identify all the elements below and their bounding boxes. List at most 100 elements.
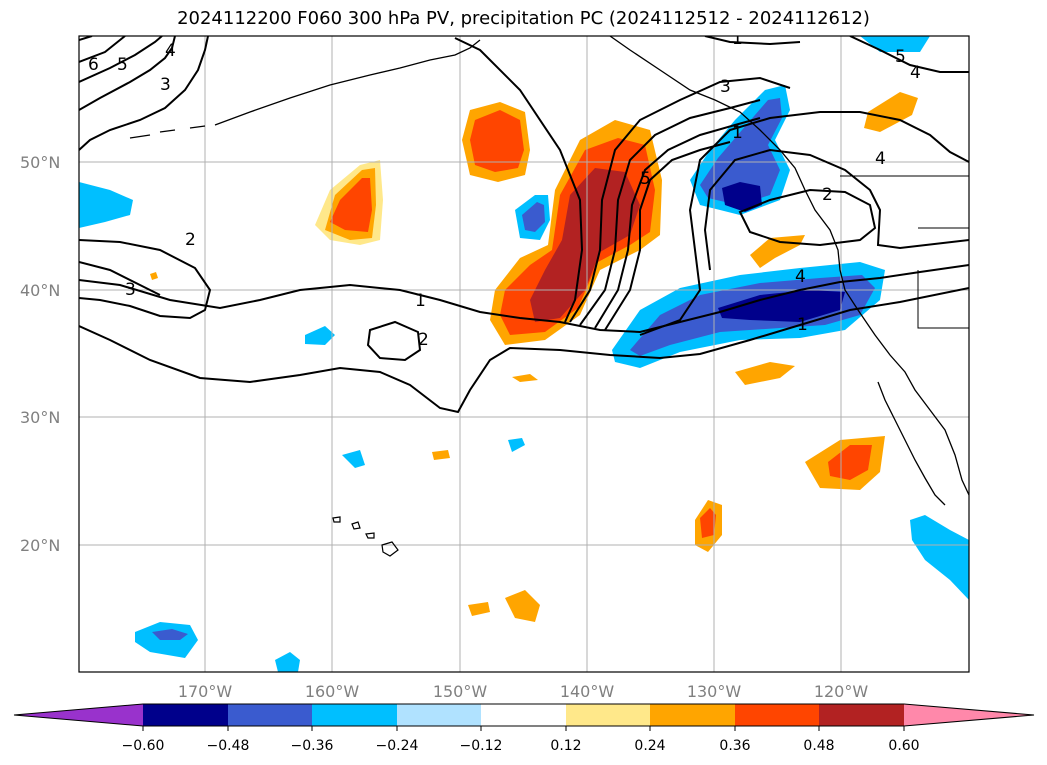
colorbar-ticks (142, 726, 905, 731)
contour-label: 4 (875, 149, 886, 169)
hawaii-maui (365, 532, 375, 539)
lon-tick-label: 120°W (814, 682, 869, 701)
precip-blob-neg-west (79, 182, 133, 228)
coast-alaska (214, 36, 806, 191)
pv-contour-3b (79, 36, 209, 151)
pv-contour-3 (79, 36, 176, 111)
colorbar-tick-label: −0.24 (376, 738, 419, 754)
precip-blob-pos-130w-south-inner (700, 508, 716, 538)
coast-baja (877, 381, 946, 506)
precip-blob-pos-140w-core (530, 168, 640, 322)
pv-contour-trough (639, 111, 969, 336)
contour-label: 4 (910, 63, 921, 83)
contour-label: 5 (895, 47, 906, 67)
contour-label: 2 (418, 330, 429, 350)
contour-label: 1 (797, 315, 808, 335)
border-state (917, 227, 969, 329)
colorbar-extension-low (14, 704, 143, 726)
pv-contour-5 (79, 36, 126, 63)
pv-contour-1 (79, 264, 969, 334)
colorbar-segment (819, 704, 904, 726)
colorbar-segment (228, 704, 312, 726)
colorbar-segment (735, 704, 819, 726)
pv-contour-top (704, 36, 801, 46)
pv-contours (79, 36, 969, 414)
precip-blob-pos-145w (512, 374, 538, 382)
contour-label: 1 (415, 291, 426, 311)
colorbar-tick-label: 0.36 (719, 738, 750, 754)
colorbar-segment (481, 704, 566, 726)
lon-tick-label: 170°W (178, 682, 233, 701)
colorbar-tick-label: 0.12 (550, 738, 581, 754)
precip-blob-pos-120w-inner (828, 445, 872, 480)
lon-tick-label: 140°W (560, 682, 615, 701)
lat-tick-label: 20°N (20, 536, 60, 555)
colorbar-tick-label: 0.60 (888, 738, 919, 754)
precip-blob-pos-150w-inner (470, 110, 524, 172)
contour-label: 3 (125, 280, 136, 300)
colorbar: −0.60 −0.48 −0.36 −0.24 −0.12 0.12 0.24 … (13, 703, 1035, 754)
precip-blob-neg-band-core (718, 290, 845, 322)
lat-tick-label: 30°N (20, 408, 60, 427)
pv-contour-ne (849, 36, 969, 73)
contour-labels: 6 5 4 3 2 3 1 2 5 3 1 4 2 1 5 4 4 1 (88, 29, 921, 350)
lat-tick-label: 50°N (20, 153, 60, 172)
colorbar-tick-label: −0.48 (207, 738, 250, 754)
pv-contour-ridge3 (579, 99, 761, 326)
contour-label: 6 (88, 55, 99, 75)
plot-frame (78, 35, 970, 673)
colorbar-tick-label: 0.24 (634, 738, 665, 754)
precip-blob-pos-tiny-west (150, 272, 158, 280)
precip-blob-neg-sw2 (275, 652, 300, 672)
hawaii-kauai (332, 516, 341, 523)
contour-label: 3 (720, 77, 731, 97)
pv-contour-3c (79, 261, 161, 296)
precip-blob-pos-145w-south (505, 590, 540, 622)
precip-blob-neg-145w-inner (522, 202, 545, 232)
colorbar-segment (397, 704, 481, 726)
precip-blob-pos-160w-inner (330, 178, 372, 232)
contour-label: 4 (165, 41, 176, 61)
colorbar-extension-high (904, 704, 1034, 726)
colorbar-tick-labels: −0.60 −0.48 −0.36 −0.24 −0.12 0.12 0.24 … (122, 738, 920, 754)
lon-tick-label: 150°W (433, 682, 488, 701)
map-title: 2024112200 F060 300 hPa PV, precipitatio… (177, 8, 870, 29)
gridlines (79, 36, 969, 672)
precip-blob-neg-130w-north-core (722, 182, 762, 212)
lon-axis: 170°W 160°W 150°W 140°W 130°W 120°W (178, 682, 869, 701)
lon-tick-label: 130°W (687, 682, 742, 701)
colorbar-segment (312, 704, 397, 726)
colorbar-segment (650, 704, 735, 726)
pv-contour-6 (79, 36, 93, 41)
coast-north-america (804, 189, 969, 496)
precip-blob-neg-162w (305, 326, 335, 345)
lat-axis: 50°N 40°N 30°N 20°N (20, 153, 60, 555)
lat-tick-label: 40°N (20, 281, 60, 300)
precip-blob-neg-se (910, 515, 969, 600)
contour-label: 3 (160, 75, 171, 95)
colorbar-tick-label: −0.12 (460, 738, 503, 754)
contour-label: 1 (732, 29, 743, 49)
precip-blob-pos-148w (468, 602, 490, 616)
pv-contour-trough2 (703, 148, 969, 271)
hawaii-oahu (351, 521, 361, 530)
colorbar-tick-label: 0.48 (803, 738, 834, 754)
pv-contour-2c (738, 188, 877, 247)
precip-blob-pos-ne (864, 92, 918, 132)
colorbar-segment (566, 704, 650, 726)
coastlines (129, 36, 969, 506)
contour-label: 4 (795, 267, 806, 287)
pv-contour-1b (79, 287, 969, 414)
precip-blob-pos-133w (735, 362, 795, 385)
precip-blob-neg-sw-inner (152, 629, 188, 640)
contour-label: 1 (732, 123, 743, 143)
pv-contour-4 (79, 36, 163, 83)
precip-blob-neg-158w (342, 450, 365, 468)
colorbar-tick-label: −0.36 (291, 738, 334, 754)
contour-label: 2 (185, 230, 196, 250)
contour-label: 5 (640, 169, 651, 189)
pv-contour-2 (79, 239, 212, 320)
hawaii-big-island (381, 541, 399, 557)
pv-contour-ridge2 (569, 76, 791, 323)
